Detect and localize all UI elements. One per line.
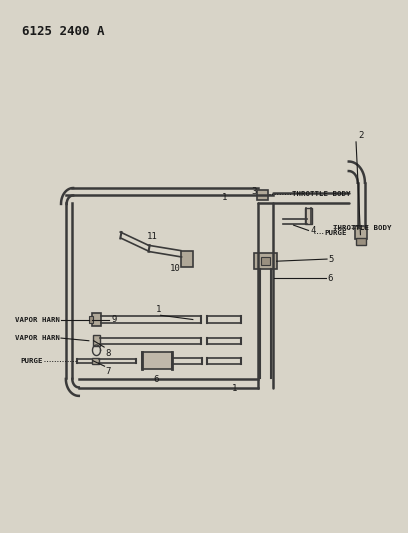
Bar bbox=[92, 313, 101, 326]
Text: 6: 6 bbox=[153, 375, 158, 384]
Text: 3: 3 bbox=[251, 187, 257, 196]
Text: VAPOR HARN: VAPOR HARN bbox=[15, 335, 60, 341]
Bar bbox=[257, 190, 268, 200]
Text: 6: 6 bbox=[328, 273, 333, 282]
Text: THROTTLE BODY: THROTTLE BODY bbox=[292, 191, 350, 197]
Text: 8: 8 bbox=[105, 349, 111, 358]
Text: 1: 1 bbox=[222, 193, 227, 202]
Text: PURGE: PURGE bbox=[20, 358, 42, 364]
Text: 10: 10 bbox=[170, 264, 181, 273]
Bar bbox=[305, 208, 312, 224]
Bar bbox=[357, 238, 366, 245]
Text: 5: 5 bbox=[328, 255, 334, 264]
Bar bbox=[355, 226, 367, 239]
Text: PURGE: PURGE bbox=[325, 230, 347, 236]
Bar bbox=[89, 317, 93, 322]
Text: VAPOR HARN: VAPOR HARN bbox=[15, 317, 60, 322]
Bar bbox=[92, 358, 98, 364]
Text: THROTTLE BODY: THROTTLE BODY bbox=[333, 225, 391, 231]
Bar bbox=[254, 253, 277, 269]
Bar bbox=[261, 257, 270, 265]
Bar bbox=[181, 251, 193, 266]
Text: 1: 1 bbox=[232, 384, 237, 393]
Bar bbox=[142, 352, 172, 369]
Text: 4: 4 bbox=[310, 226, 315, 235]
Text: 6125 2400 A: 6125 2400 A bbox=[22, 25, 104, 38]
Text: 11: 11 bbox=[147, 232, 158, 241]
Bar bbox=[93, 335, 100, 346]
Text: 2: 2 bbox=[359, 131, 364, 140]
Text: 7: 7 bbox=[106, 367, 111, 376]
Text: 1: 1 bbox=[156, 305, 161, 314]
Text: 9: 9 bbox=[111, 315, 116, 324]
